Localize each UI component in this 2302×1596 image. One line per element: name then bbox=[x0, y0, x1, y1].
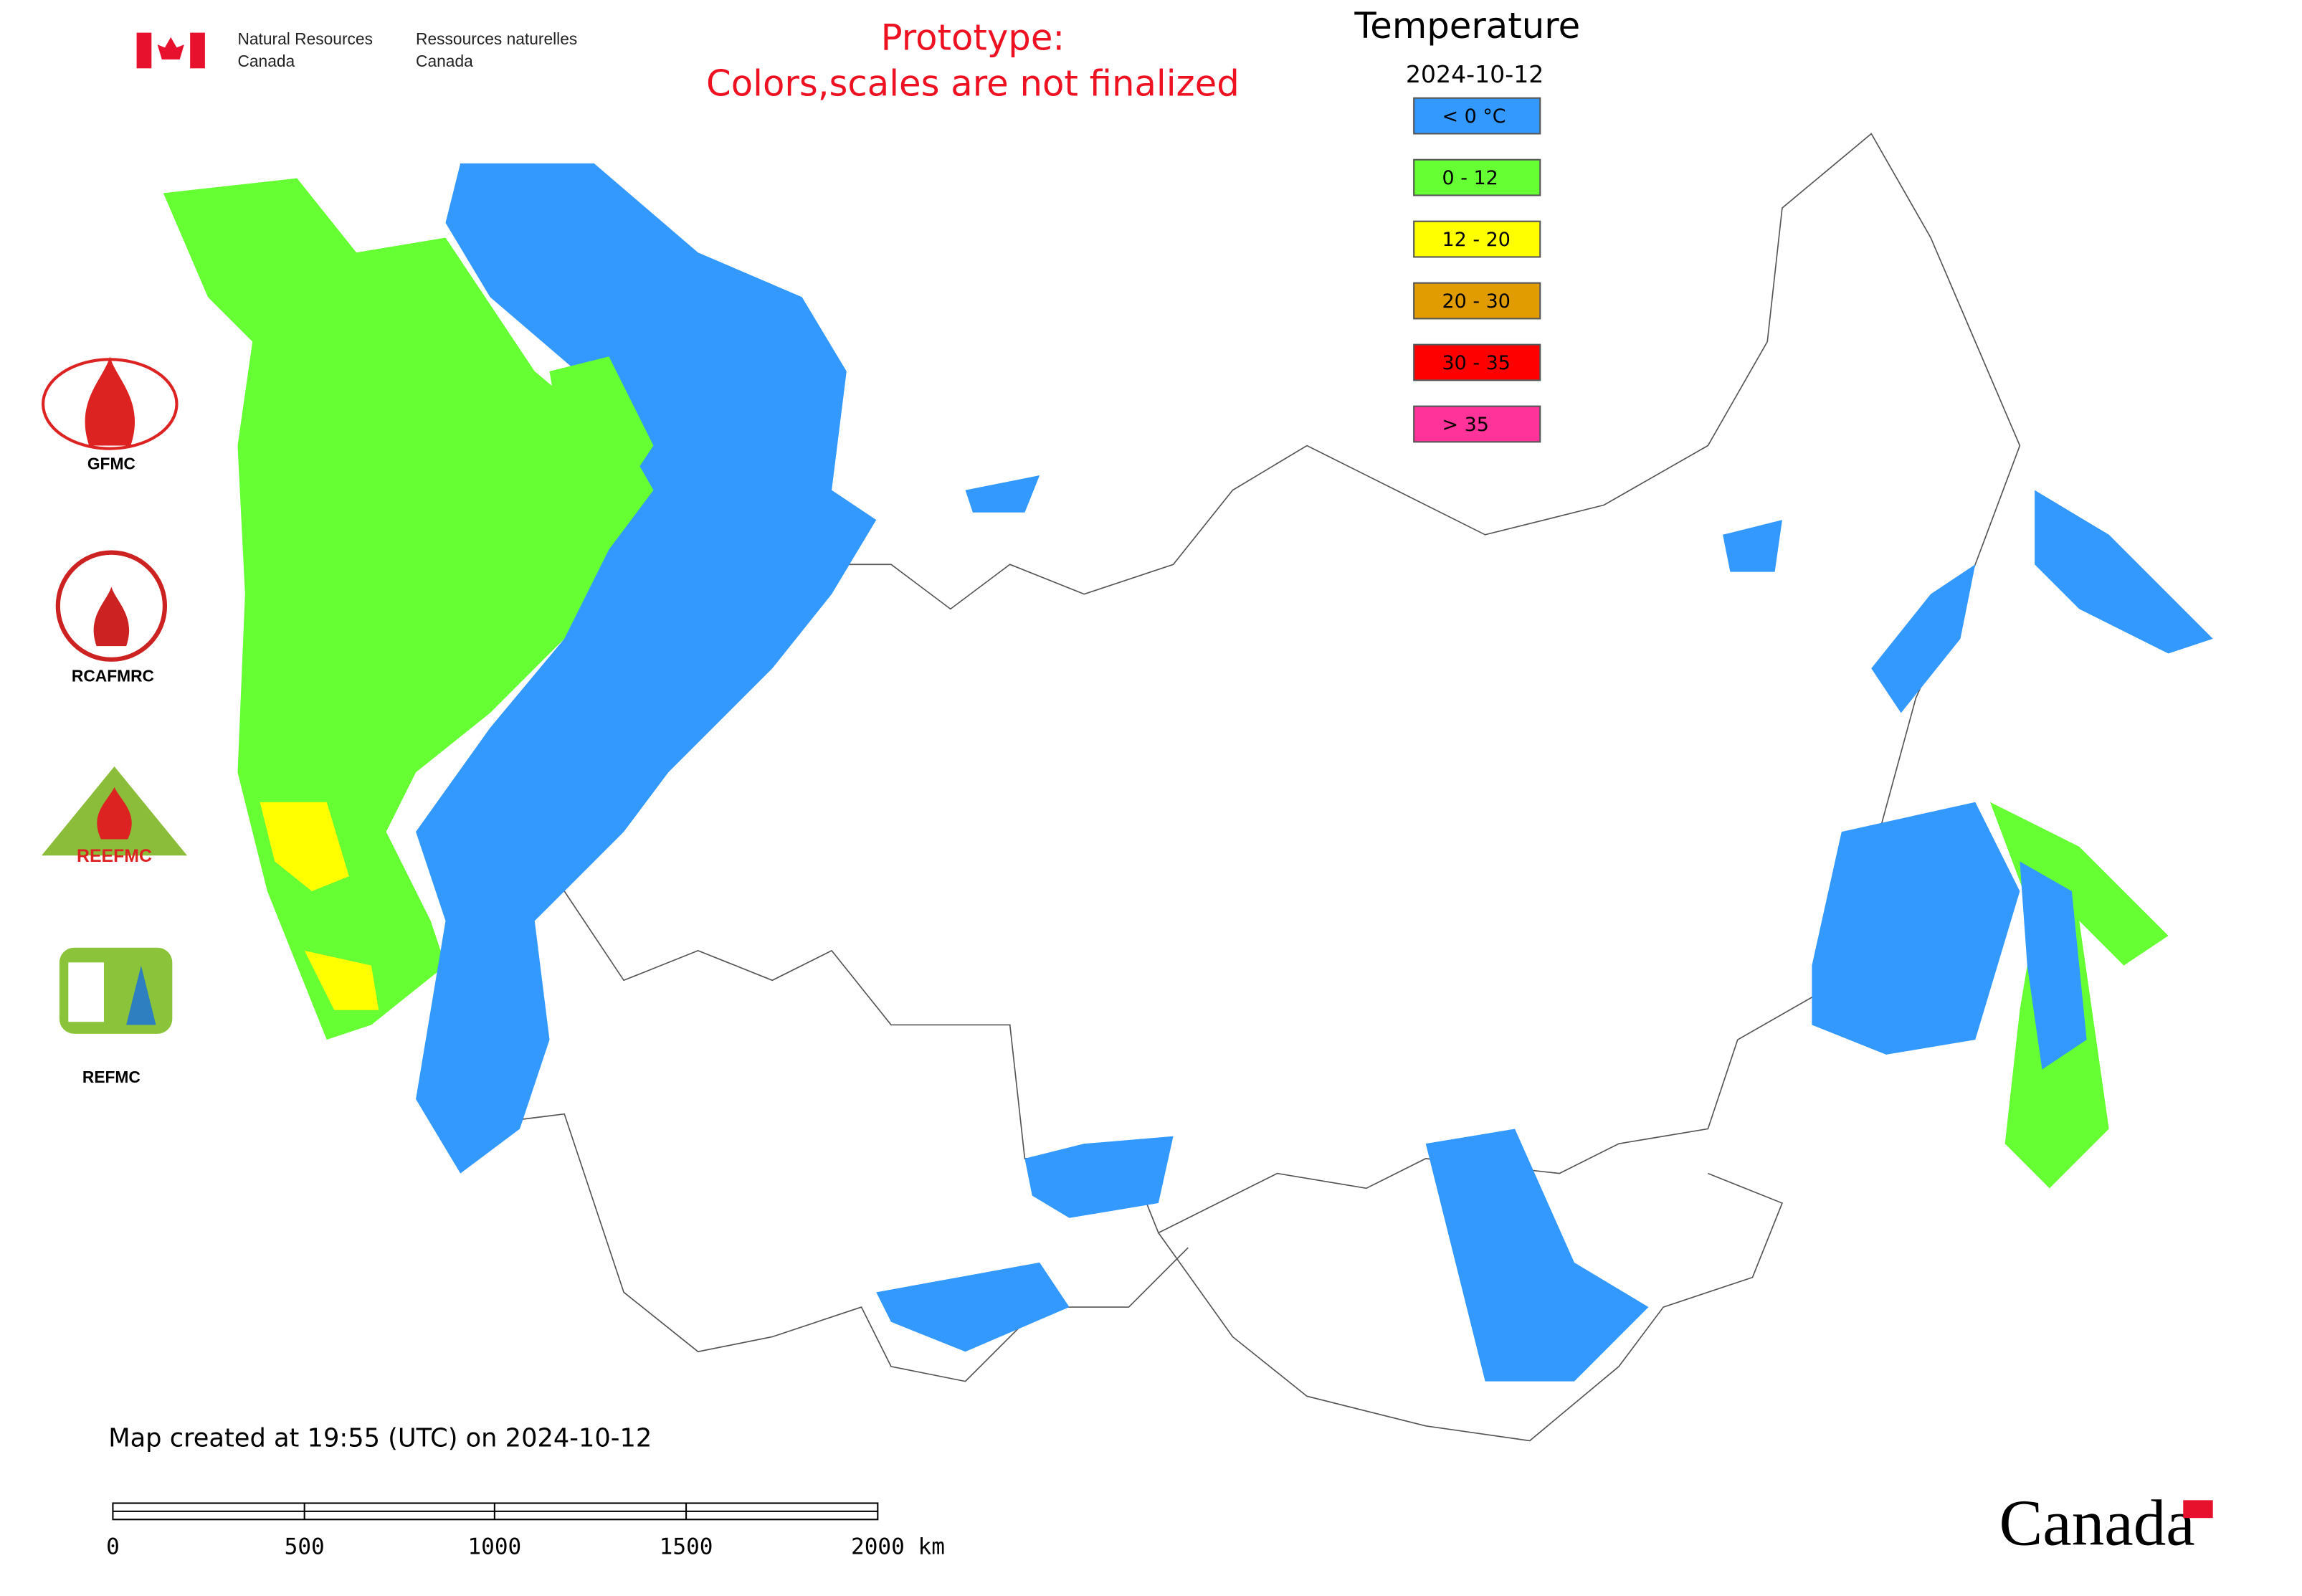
scale-label: 0 bbox=[106, 1534, 120, 1560]
temperature-area bbox=[416, 163, 877, 1174]
temperature-area bbox=[2035, 490, 2213, 654]
legend: < 0 °C 0 - 12 12 - 20 20 - 30 30 - 35 > 35 bbox=[1413, 97, 1541, 443]
temperature-area bbox=[304, 950, 379, 1010]
scale-label: 2000 km bbox=[851, 1534, 945, 1560]
temperature-area bbox=[260, 802, 349, 891]
scale-bar bbox=[112, 1502, 879, 1521]
legend-label: < 0 °C bbox=[1442, 105, 1506, 128]
wordmark: Canada bbox=[1999, 1487, 2194, 1559]
logo bbox=[42, 356, 179, 450]
legend-label: 12 - 20 bbox=[1442, 229, 1511, 251]
agency-fr: Canada bbox=[416, 52, 473, 70]
legend-swatch bbox=[1413, 343, 1541, 381]
scale-label: 1000 bbox=[467, 1534, 521, 1560]
scale-label: 500 bbox=[285, 1534, 325, 1560]
temperature-area bbox=[1425, 1129, 1649, 1382]
legend-label: 20 - 30 bbox=[1442, 290, 1511, 313]
logo-label: REFMC bbox=[82, 1068, 141, 1086]
legend-swatch bbox=[1413, 282, 1541, 320]
legend-date: 2024-10-12 bbox=[1406, 60, 1544, 88]
legend-swatch bbox=[1413, 97, 1541, 135]
legend-swatch bbox=[1413, 158, 1541, 196]
temperature-area bbox=[1024, 1136, 1174, 1218]
agency-en: Natural Resources bbox=[237, 29, 373, 48]
temperature-area bbox=[876, 1262, 1070, 1352]
temperature-area bbox=[1812, 802, 2020, 1055]
legend-label: 30 - 35 bbox=[1442, 352, 1511, 374]
scale-label: 1500 bbox=[660, 1534, 713, 1560]
notice: Colors,scales are not finalized bbox=[706, 63, 1240, 105]
logo bbox=[42, 766, 188, 856]
legend-label: > 35 bbox=[1442, 414, 1489, 436]
agency-en: Canada bbox=[237, 52, 295, 70]
logo bbox=[55, 550, 168, 662]
wordmark-flag bbox=[2183, 1500, 2213, 1519]
flag bbox=[136, 32, 205, 69]
temperature-area bbox=[2020, 861, 2087, 1070]
logo-label: RCAFMRC bbox=[72, 667, 154, 685]
legend-title: Temperature bbox=[1354, 5, 1580, 47]
notice: Prototype: bbox=[881, 16, 1065, 58]
created-note: Map created at 19:55 (UTC) on 2024-10-12 bbox=[108, 1423, 652, 1453]
logo-label: GFMC bbox=[87, 454, 135, 472]
temperature-area bbox=[1871, 564, 1976, 713]
logo bbox=[59, 947, 173, 1034]
temperature-area bbox=[965, 475, 1040, 513]
scale-labels: 0 500 1000 1500 2000 km bbox=[106, 1534, 945, 1560]
temperature-area bbox=[1723, 520, 1782, 572]
legend-swatch bbox=[1413, 405, 1541, 443]
legend-swatch bbox=[1413, 220, 1541, 258]
logo-label: REEFMC bbox=[77, 847, 152, 866]
country-outline bbox=[563, 133, 2021, 1234]
agency-fr: Ressources naturelles bbox=[416, 29, 577, 48]
legend-label: 0 - 12 bbox=[1442, 167, 1498, 189]
temperature-area bbox=[549, 356, 654, 490]
